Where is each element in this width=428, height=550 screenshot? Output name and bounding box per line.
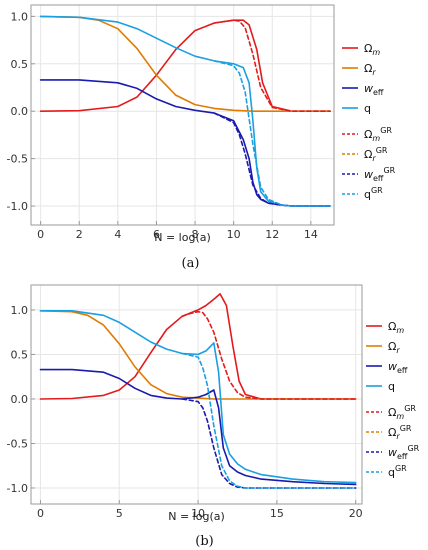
- x-tick-label: 5: [116, 507, 123, 520]
- x-tick-label: 12: [265, 228, 279, 241]
- series-line-w_eff: [39, 368, 357, 486]
- x-tick-label: 0: [37, 507, 44, 520]
- y-tick-label: -1.0: [7, 482, 28, 495]
- x-tick-label: 15: [270, 507, 284, 520]
- legend-entry: q: [388, 380, 395, 393]
- chart-1: 0 5 10 15 20 1.0 0.5 0.0 -0.5 -1.0 N = log(a) (b) Ωm…: [7, 284, 420, 549]
- y-tick-label: 1.0: [11, 10, 29, 23]
- legend-entry: ΩrGR: [388, 424, 412, 441]
- legend-entry: qGR: [388, 464, 407, 479]
- y-tick-label: -1.0: [7, 200, 28, 213]
- legend-entry: ΩmGR: [388, 404, 416, 421]
- y-tick-label: -0.5: [7, 153, 28, 166]
- plot-frame: [30, 4, 335, 226]
- series-line-omega_r: [39, 310, 357, 400]
- legend-entry: Ωr: [388, 340, 400, 355]
- legend-entry: ΩmGR: [364, 126, 392, 143]
- legend-entry: weffGR: [388, 444, 420, 461]
- x-tick-label: 2: [76, 228, 83, 241]
- series-line-q-gr: [181, 352, 357, 489]
- legend-entry: weff: [364, 82, 384, 97]
- series-line-w_eff: [39, 79, 331, 207]
- series-line-omega_m-gr: [213, 19, 331, 112]
- series-line-omega_m: [39, 19, 331, 112]
- legend-entry: Ωm: [388, 320, 404, 335]
- y-tick-label: 0.0: [11, 393, 29, 406]
- x-tick-label: 8: [192, 228, 199, 241]
- legend-entry: weff: [388, 360, 408, 375]
- x-tick-label: 10: [227, 228, 241, 241]
- x-axis-label: N = log(a): [168, 510, 225, 523]
- legend-entry: qGR: [364, 186, 383, 201]
- y-tick-label: 0.5: [11, 58, 29, 71]
- x-tick-label: 10: [191, 507, 205, 520]
- figure-caption: (a): [182, 256, 200, 271]
- legend-entry: weffGR: [364, 166, 396, 183]
- y-tick-label: -0.5: [7, 437, 28, 450]
- x-axis-label: N = log(a): [154, 231, 211, 244]
- y-tick-label: 0.5: [11, 348, 29, 361]
- figure-caption: (b): [195, 534, 213, 549]
- x-tick-label: 0: [37, 228, 44, 241]
- legend-entry: ΩrGR: [364, 146, 388, 163]
- x-tick-label: 6: [153, 228, 160, 241]
- chart-0: 0 2 4 6 8 10 12 14 1.0 0.5 0.0 -0.5 -1.0 N = log(a) (a…: [7, 4, 396, 271]
- series-line-q: [39, 310, 357, 484]
- series-line-q-gr: [213, 60, 331, 207]
- series-line-omega_m: [39, 293, 357, 400]
- y-tick-label: 0.0: [11, 105, 29, 118]
- x-tick-label: 4: [114, 228, 121, 241]
- x-tick-label: 14: [304, 228, 318, 241]
- legend-entry: Ωr: [364, 62, 376, 77]
- plot-frame: [30, 284, 363, 505]
- series-line-omega_m-gr: [181, 310, 357, 400]
- y-tick-label: 1.0: [11, 304, 29, 317]
- legend-entry: q: [364, 102, 371, 115]
- x-tick-label: 20: [349, 507, 363, 520]
- legend-entry: Ωm: [364, 42, 380, 57]
